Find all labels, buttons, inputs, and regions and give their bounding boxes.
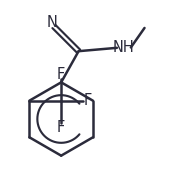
Text: N: N <box>46 15 57 30</box>
Text: F: F <box>84 93 92 108</box>
Text: F: F <box>56 67 65 82</box>
Text: F: F <box>56 120 65 135</box>
Text: NH: NH <box>113 40 135 55</box>
